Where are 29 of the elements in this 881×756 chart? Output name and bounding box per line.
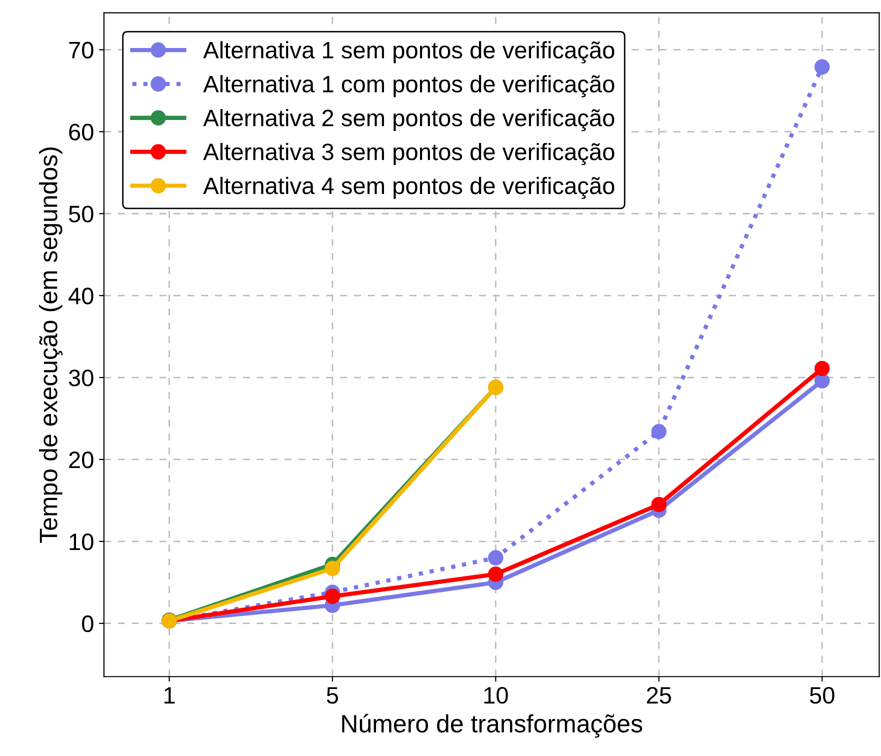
- x-tick-label: 1: [164, 687, 175, 704]
- y-tick-label: 20: [69, 452, 94, 468]
- x-tick-label: 25: [646, 686, 672, 704]
- legend-label: Alternativa 3 sem pontos de verificação: [203, 142, 614, 166]
- y-tick-label: 30: [68, 370, 94, 386]
- point: [488, 566, 504, 582]
- point: [324, 560, 340, 576]
- x-tick-label: 5: [326, 687, 338, 704]
- legend-label: Alternativa 1 com pontos de verificação: [203, 75, 614, 98]
- legend-label: Alternativa 1 sem pontos de verificação: [203, 41, 614, 64]
- legend-label: Alternativa 4 sem pontos de verificação: [203, 176, 614, 199]
- point: [814, 59, 830, 75]
- y-tick-label: 70: [69, 42, 94, 59]
- y-tick-label: 10: [70, 533, 94, 550]
- y-axis-title: Tempo de execução (em segundos): [39, 148, 62, 543]
- x-tick-label: 50: [810, 686, 834, 704]
- x-axis-title: Número de transformações: [342, 714, 642, 738]
- x-tick-label: 10: [484, 686, 508, 704]
- y-tick-label: 60: [69, 124, 94, 140]
- point: [324, 588, 340, 604]
- y-tick-label: 40: [68, 288, 94, 304]
- point: [651, 424, 667, 440]
- legend-label: Alternativa 2 sem pontos de verificação: [203, 109, 614, 132]
- point: [488, 550, 504, 566]
- point: [814, 360, 830, 376]
- y-tick-label: 50: [68, 206, 94, 222]
- point: [814, 373, 830, 388]
- point: [651, 496, 667, 512]
- y-tick-label: 0: [82, 615, 94, 632]
